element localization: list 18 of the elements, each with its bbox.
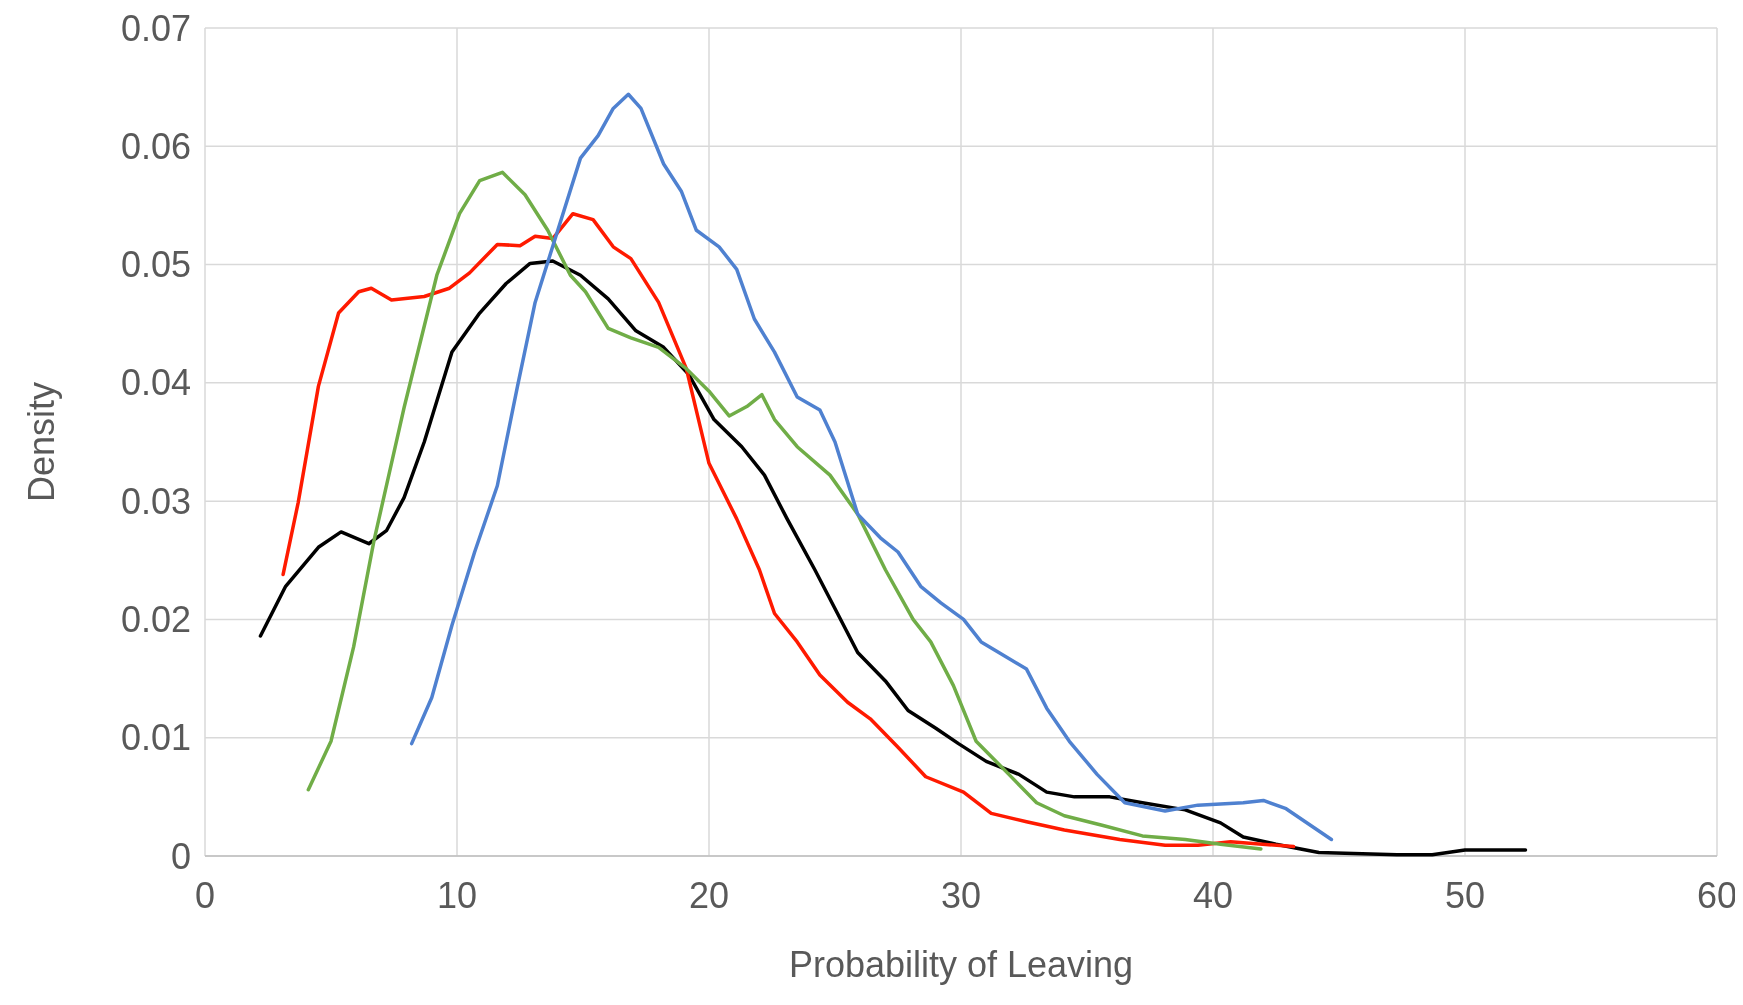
- y-tick-label: 0.01: [120, 717, 191, 759]
- y-tick-label: 0.03: [120, 480, 191, 522]
- x-tick-label: 0: [194, 875, 216, 916]
- y-tick-label: 0.05: [120, 244, 191, 286]
- y-tick-label: 0.04: [120, 362, 191, 404]
- x-tick-label: 50: [1444, 875, 1486, 916]
- x-tick-label: 10: [436, 875, 478, 916]
- line-series: [258, 259, 1528, 857]
- line-series: [409, 92, 1334, 842]
- x-tick-label: 20: [688, 875, 730, 916]
- x-axis-title: Probability of Leaving: [788, 944, 1134, 985]
- x-tick-label: 40: [1192, 875, 1234, 916]
- y-tick-label: 0.07: [120, 7, 191, 49]
- x-tick-label: 30: [940, 875, 982, 916]
- y-tick-label: 0.02: [120, 599, 191, 641]
- y-tick-label: 0: [170, 835, 191, 877]
- y-axis-title: Density: [21, 381, 62, 503]
- y-tick-label: 0.06: [120, 125, 191, 167]
